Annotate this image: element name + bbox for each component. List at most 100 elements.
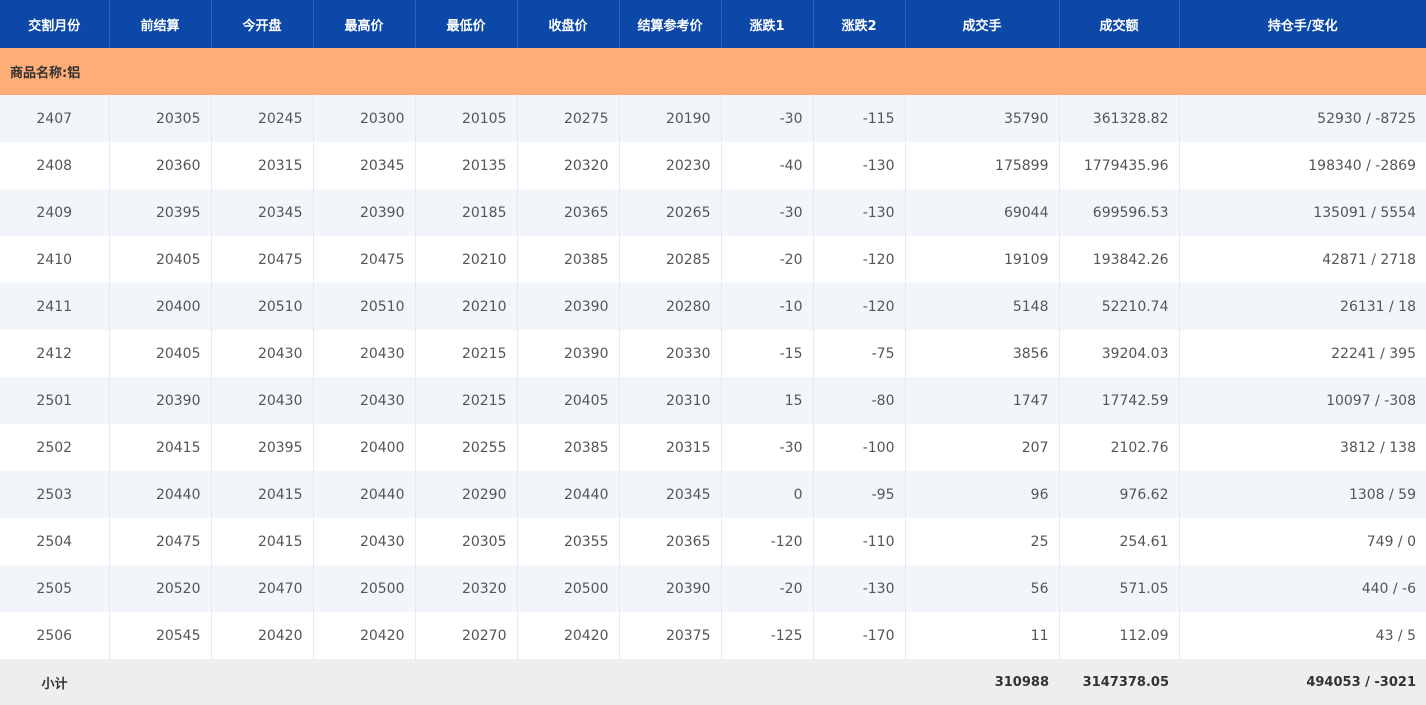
cell: -130 <box>813 189 906 236</box>
cell: 254.61 <box>1059 518 1180 565</box>
data-row: 2410 20405 20475 20475 20210 20385 20285 -20 -12… <box>0 236 1426 283</box>
subtotal-volume: 310988 <box>905 659 1059 705</box>
cell: 2407 <box>0 95 110 142</box>
cell: -20 <box>721 236 814 283</box>
cell: 20500 <box>517 565 620 612</box>
cell: 440 / -6 <box>1179 565 1426 612</box>
subtotal-row: 小计 310988 3147378.05 494053 / -3021 <box>0 659 1426 705</box>
cell: 20345 <box>313 142 416 189</box>
cell: 20385 <box>517 424 620 471</box>
cell: 112.09 <box>1059 612 1180 659</box>
cell: -130 <box>813 565 906 612</box>
cell: 2502 <box>0 424 110 471</box>
cell: 19109 <box>905 236 1060 283</box>
cell: 20500 <box>313 565 416 612</box>
cell: 20105 <box>415 95 518 142</box>
subtotal-open-interest: 494053 / -3021 <box>1179 659 1426 705</box>
cell: 20430 <box>313 330 416 377</box>
cell: 20390 <box>517 330 620 377</box>
cell: 20315 <box>619 424 722 471</box>
data-row: 2503 20440 20415 20440 20290 20440 20345 0 -95 96… <box>0 471 1426 518</box>
cell: 96 <box>905 471 1060 518</box>
cell: 699596.53 <box>1059 189 1180 236</box>
cell: 20475 <box>313 236 416 283</box>
cell: 1747 <box>905 377 1060 424</box>
cell: -75 <box>813 330 906 377</box>
cell: 20395 <box>109 189 212 236</box>
cell: 20310 <box>619 377 722 424</box>
cell: 2409 <box>0 189 110 236</box>
cell: 42871 / 2718 <box>1179 236 1426 283</box>
cell: 20210 <box>415 236 518 283</box>
cell: 20255 <box>415 424 518 471</box>
cell: 20275 <box>517 95 620 142</box>
cell: 20440 <box>517 471 620 518</box>
cell: 20390 <box>313 189 416 236</box>
cell: 20215 <box>415 330 518 377</box>
cell: 25 <box>905 518 1060 565</box>
cell: 20390 <box>517 283 620 330</box>
cell: 361328.82 <box>1059 95 1180 142</box>
cell: 20405 <box>517 377 620 424</box>
column-header: 前结算 <box>109 0 212 48</box>
cell: 20345 <box>619 471 722 518</box>
cell: 56 <box>905 565 1060 612</box>
cell: 2506 <box>0 612 110 659</box>
column-header: 今开盘 <box>211 0 314 48</box>
cell: 52930 / -8725 <box>1179 95 1426 142</box>
cell: 17742.59 <box>1059 377 1180 424</box>
header-row: 交割月份 前结算 今开盘 最高价 最低价 收盘价 结算参考价 涨跌1 涨跌2 成交手 成交额 持仓手/… <box>0 0 1426 48</box>
cell: 20420 <box>211 612 314 659</box>
cell: 20405 <box>109 236 212 283</box>
cell: 20475 <box>109 518 212 565</box>
cell: 20430 <box>313 377 416 424</box>
cell: -100 <box>813 424 906 471</box>
cell: 20270 <box>415 612 518 659</box>
cell: 20510 <box>211 283 314 330</box>
cell: 20475 <box>211 236 314 283</box>
cell: 2410 <box>0 236 110 283</box>
cell: 20405 <box>109 330 212 377</box>
cell: -30 <box>721 95 814 142</box>
cell: 135091 / 5554 <box>1179 189 1426 236</box>
cell: 20360 <box>109 142 212 189</box>
spacer <box>109 659 905 705</box>
cell: 26131 / 18 <box>1179 283 1426 330</box>
data-row: 2408 20360 20315 20345 20135 20320 20230 -40 -13… <box>0 142 1426 189</box>
cell: 1779435.96 <box>1059 142 1180 189</box>
column-header: 收盘价 <box>517 0 620 48</box>
cell: 20245 <box>211 95 314 142</box>
subtotal-turnover: 3147378.05 <box>1059 659 1179 705</box>
cell: -15 <box>721 330 814 377</box>
cell: 20210 <box>415 283 518 330</box>
cell: 20375 <box>619 612 722 659</box>
cell: 20190 <box>619 95 722 142</box>
cell: 20315 <box>211 142 314 189</box>
cell: 20265 <box>619 189 722 236</box>
cell: 20390 <box>619 565 722 612</box>
cell: 20365 <box>517 189 620 236</box>
cell: -125 <box>721 612 814 659</box>
cell: 20545 <box>109 612 212 659</box>
column-header: 持仓手/变化 <box>1179 0 1426 48</box>
cell: 198340 / -2869 <box>1179 142 1426 189</box>
cell: 20305 <box>415 518 518 565</box>
cell: 0 <box>721 471 814 518</box>
column-header: 成交手 <box>905 0 1060 48</box>
data-row: 2411 20400 20510 20510 20210 20390 20280 -10 -12… <box>0 283 1426 330</box>
cell: 3812 / 138 <box>1179 424 1426 471</box>
cell: 2501 <box>0 377 110 424</box>
cell: 20420 <box>313 612 416 659</box>
cell: -110 <box>813 518 906 565</box>
cell: 749 / 0 <box>1179 518 1426 565</box>
table-body: 商品名称:铝 2407 20305 20245 20300 20105 20275 20190… <box>0 48 1426 705</box>
column-header: 涨跌1 <box>721 0 814 48</box>
cell: 20320 <box>415 565 518 612</box>
cell: 2412 <box>0 330 110 377</box>
section-label: 商品名称:铝 <box>0 48 1426 95</box>
cell: 2102.76 <box>1059 424 1180 471</box>
cell: 2503 <box>0 471 110 518</box>
data-row: 2501 20390 20430 20430 20215 20405 20310 15 -80 1… <box>0 377 1426 424</box>
